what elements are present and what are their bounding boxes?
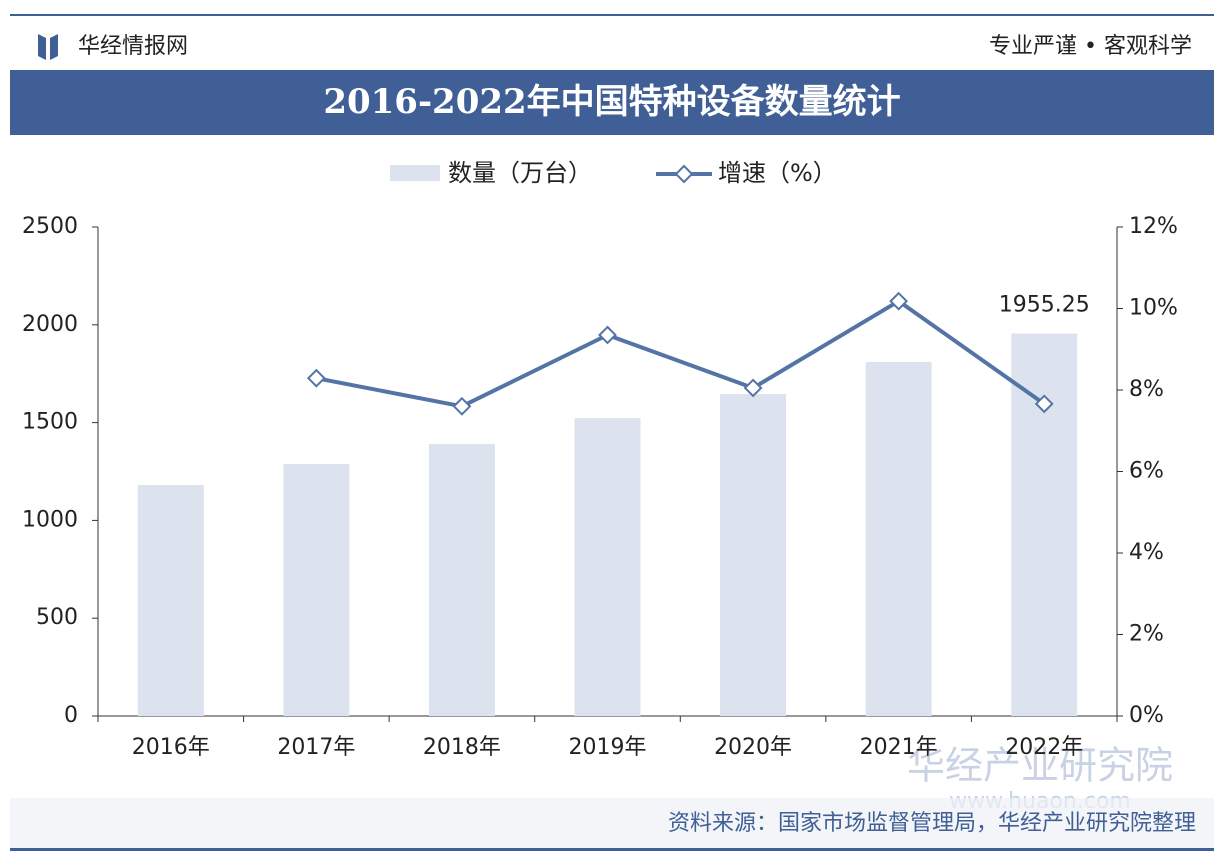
title-band	[10, 70, 1214, 135]
watermark: 华经产业研究院	[907, 744, 1173, 788]
bar	[283, 464, 350, 716]
x-tick-label: 2018年	[423, 735, 501, 760]
bar	[574, 418, 641, 716]
marker	[1034, 394, 1054, 414]
marker	[743, 378, 763, 398]
bar	[720, 394, 787, 716]
slogan: 专业严谨 • 客观科学	[989, 34, 1192, 59]
legend-swatch	[674, 164, 694, 184]
footer-band	[10, 798, 1214, 850]
y2-tick-label: 12%	[1129, 214, 1178, 239]
y-tick-label: 2000	[22, 312, 78, 337]
x-tick-label: 2021年	[860, 735, 938, 760]
logo-icon	[38, 34, 58, 60]
y2-tick-label: 10%	[1129, 296, 1178, 321]
brand: 华经情报网	[78, 34, 188, 59]
source: 资料来源：国家市场监督管理局，华经产业研究院整理	[668, 811, 1196, 836]
y-tick-label: 1000	[22, 507, 78, 532]
x-tick-label: 2017年	[277, 735, 355, 760]
y2-tick-label: 6%	[1129, 459, 1164, 484]
marker	[598, 325, 617, 345]
y2-tick-label: 2%	[1129, 622, 1164, 647]
marker	[306, 368, 326, 388]
x-tick-label: 2016年	[132, 735, 210, 760]
bar	[1011, 333, 1078, 716]
y-tick-label: 2500	[22, 214, 78, 239]
y2-tick-label: 0%	[1129, 703, 1164, 728]
marker	[452, 396, 472, 416]
legend-label: 增速（%）	[718, 159, 837, 187]
data-label: 1955.25	[999, 293, 1090, 318]
x-tick-label: 2019年	[569, 735, 647, 760]
bar	[428, 443, 495, 716]
y-tick-label: 500	[36, 605, 78, 630]
y-tick-label: 1500	[22, 410, 78, 435]
bar	[865, 361, 932, 716]
x-tick-label: 2022年	[1005, 735, 1083, 760]
y2-tick-label: 8%	[1129, 377, 1164, 402]
x-tick-label: 2020年	[714, 735, 792, 760]
line	[315, 298, 1046, 409]
bottom-rule	[10, 848, 1214, 851]
marker	[889, 291, 909, 311]
chart-title: 2016-2022年中国特种设备数量统计	[323, 82, 900, 122]
y2-tick-label: 4%	[1129, 540, 1164, 565]
legend-swatch	[390, 165, 440, 181]
y-tick-label: 0	[64, 703, 78, 728]
legend-label: 数量（万台）	[448, 159, 592, 187]
bar	[137, 484, 204, 716]
top-rule	[10, 14, 1214, 16]
